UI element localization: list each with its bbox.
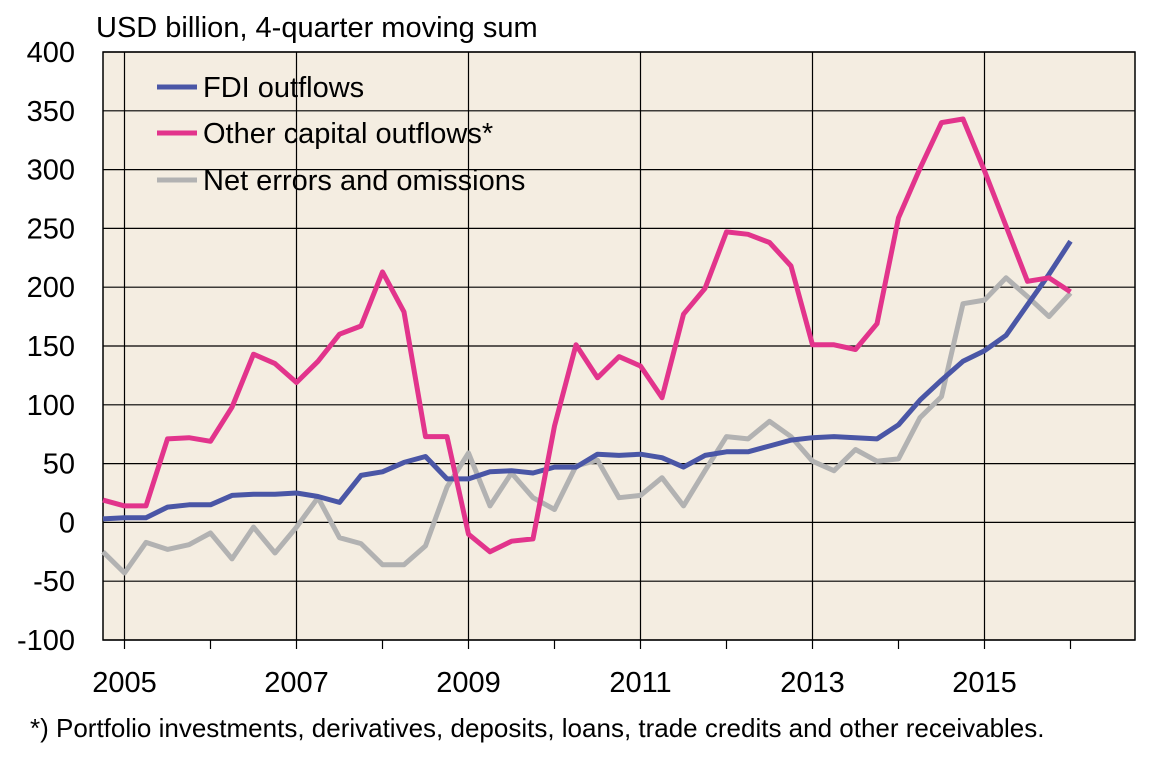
y-tick-label: 150: [27, 331, 75, 363]
x-tick-label: 2009: [436, 667, 501, 699]
x-tick-label: 2011: [609, 667, 671, 699]
y-unit-label: USD billion, 4-quarter moving sum: [96, 12, 538, 44]
x-tick-label: 2015: [952, 667, 1017, 699]
x-tick-label: 2007: [264, 667, 329, 699]
y-tick-label: 400: [27, 37, 75, 69]
y-tick-label: 0: [59, 507, 75, 539]
series-line-1: [102, 239, 1073, 522]
series-line-2: [102, 116, 1072, 555]
y-tick-label: 50: [43, 449, 75, 481]
y-tick-label: 300: [27, 155, 75, 187]
y-tick-label: -50: [33, 566, 75, 598]
y-tick-label: 350: [27, 96, 75, 128]
y-tick-label: 100: [27, 390, 75, 422]
legend-label: Other capital outflows*: [203, 118, 493, 150]
legend-label: Net errors and omissions: [203, 165, 525, 197]
y-tick-label: 200: [27, 272, 75, 304]
y-tick-label: 250: [27, 213, 75, 245]
plot-border: [102, 51, 1136, 641]
y-tick-label: -100: [17, 625, 75, 657]
x-tick-label: 2005: [92, 667, 157, 699]
legend-label: FDI outflows: [203, 72, 364, 104]
x-tick-label: 2013: [780, 667, 845, 699]
footnote: *) Portfolio investments, derivatives, d…: [30, 713, 1045, 743]
